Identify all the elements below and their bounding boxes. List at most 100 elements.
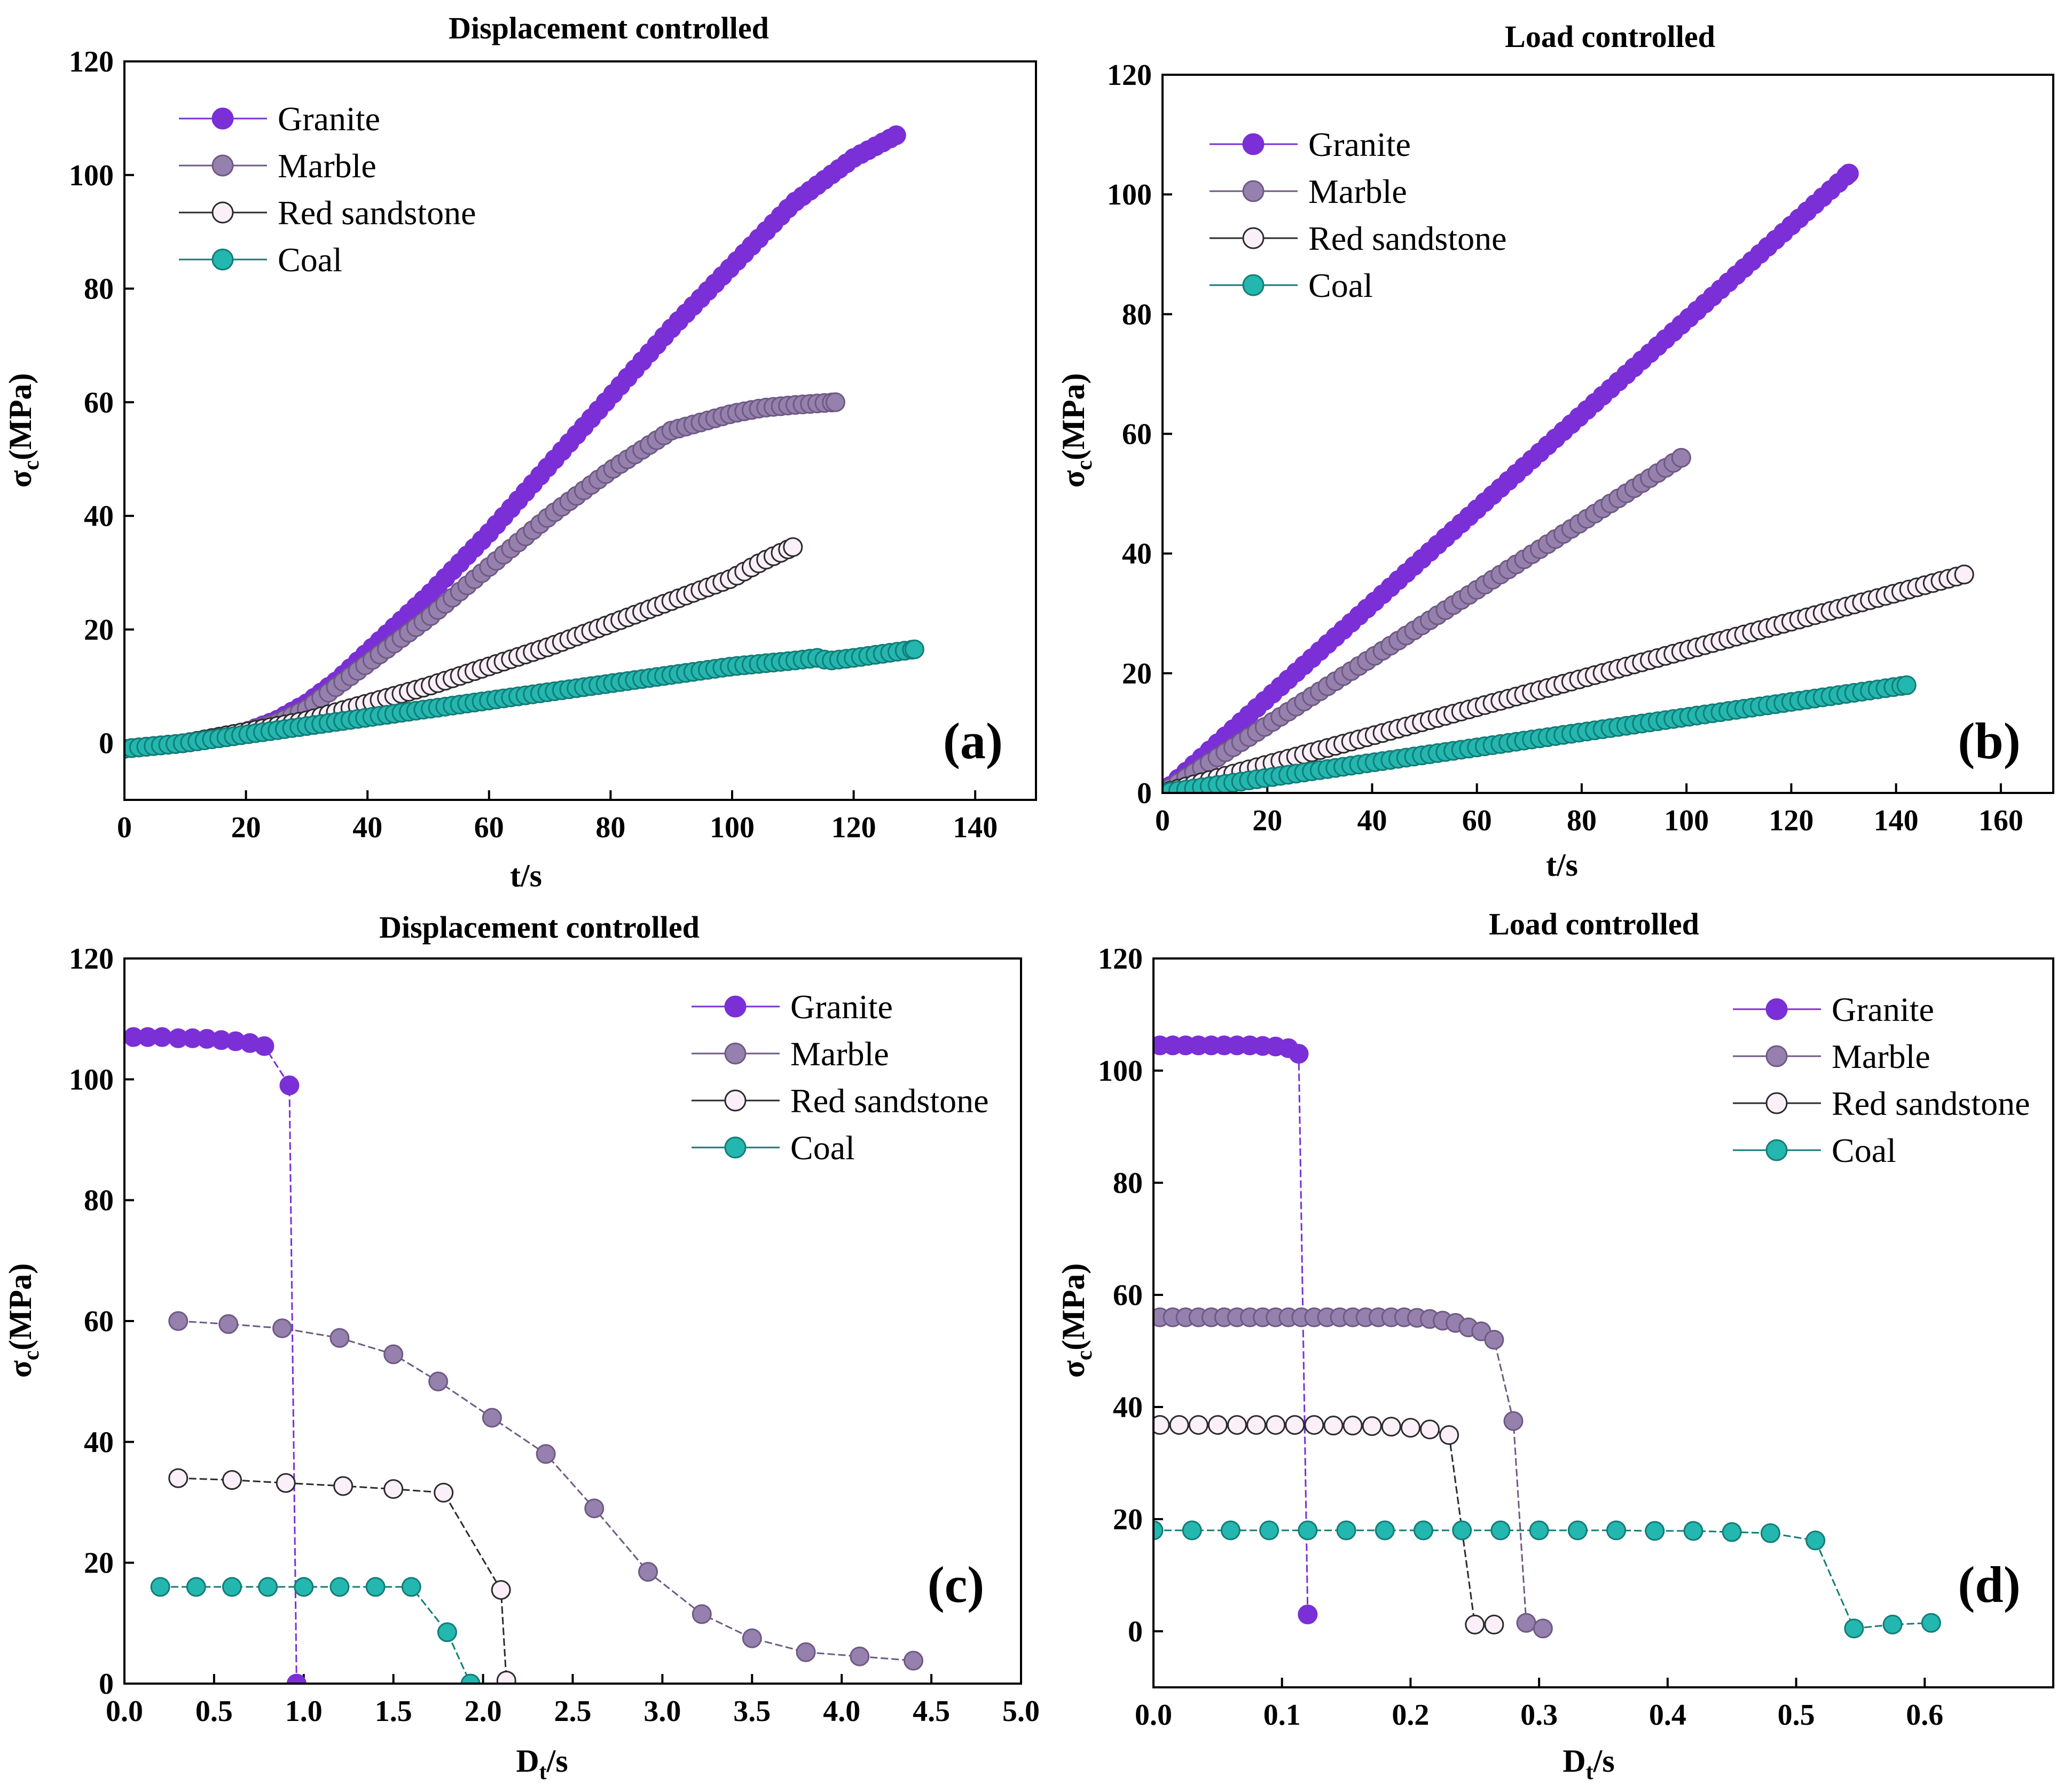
x-tick-label: 0.0 <box>106 1695 143 1728</box>
chart-title: Displacement controlled <box>379 910 700 945</box>
data-point-marble <box>1503 1411 1524 1431</box>
y-tick-label: 100 <box>1098 1055 1143 1088</box>
data-point-coal <box>1153 1520 1164 1541</box>
y-tick-label: 80 <box>1122 298 1152 331</box>
data-point-marble <box>638 1562 658 1582</box>
data-point-coal <box>1567 1520 1588 1541</box>
data-point-red-sandstone <box>1246 1415 1267 1435</box>
data-point-granite <box>886 125 906 145</box>
y-tick-label: 0 <box>1128 1615 1143 1648</box>
legend-label: Marble <box>1308 172 1407 210</box>
data-point-marble <box>1516 1613 1536 1633</box>
plot-frame <box>123 60 1037 801</box>
data-point-marble <box>1484 1330 1504 1350</box>
legend-label: Coal <box>1308 266 1373 304</box>
panel-label: (c) <box>928 1556 985 1613</box>
data-point-coal <box>1896 675 1917 695</box>
y-axis-label: σc(MPa) <box>1056 1263 1097 1378</box>
data-point-marble <box>742 1628 762 1648</box>
panel-label: (d) <box>1958 1556 2020 1613</box>
series-line-coal <box>160 1586 472 1684</box>
data-point-red-sandstone <box>333 1476 354 1496</box>
data-point-marble <box>168 1311 189 1331</box>
x-tick-label: 3.5 <box>733 1695 771 1728</box>
data-point-coal <box>1490 1520 1511 1541</box>
data-point-red-sandstone <box>1227 1415 1247 1435</box>
data-point-red-sandstone <box>1207 1415 1228 1435</box>
y-tick-label: 0 <box>99 1668 114 1701</box>
data-point-red-sandstone <box>276 1473 296 1493</box>
x-tick-label: 0.5 <box>1778 1699 1815 1732</box>
y-tick-label: 120 <box>69 45 114 78</box>
x-tick-label: 1.0 <box>285 1695 323 1728</box>
data-point-red-sandstone <box>1285 1415 1305 1435</box>
x-tick-label: 0.1 <box>1263 1699 1301 1732</box>
legend-marker <box>211 201 234 224</box>
legend-label: Marble <box>1832 1038 1930 1075</box>
x-tick-label: 120 <box>831 811 876 844</box>
data-point-marble <box>428 1371 449 1392</box>
legend-marker <box>211 248 234 271</box>
legend-marker <box>1242 133 1265 155</box>
y-tick-label: 0 <box>99 727 114 760</box>
x-tick-label: 0.6 <box>1906 1699 1943 1732</box>
x-tick-label: 60 <box>474 811 504 844</box>
data-point-red-sandstone <box>491 1580 511 1600</box>
legend-marker <box>724 1136 747 1159</box>
series-line-marble <box>1160 1316 1543 1630</box>
x-axis-label: t/s <box>1546 847 1578 883</box>
data-point-coal <box>401 1577 421 1597</box>
y-tick-label: 100 <box>1107 178 1152 211</box>
data-point-coal <box>186 1577 206 1597</box>
data-point-coal <box>904 639 924 659</box>
legend-marker <box>1765 1092 1788 1114</box>
legend-marker <box>1242 227 1265 249</box>
y-tick-label: 20 <box>84 1547 114 1580</box>
data-point-coal <box>1375 1520 1395 1541</box>
data-point-red-sandstone <box>168 1468 189 1488</box>
y-tick-label: 20 <box>1122 657 1152 690</box>
x-axis-label: Dt/s <box>516 1743 568 1785</box>
data-point-coal <box>258 1577 278 1597</box>
legend: Granite Marble Red sandstone Coal <box>1210 125 1507 304</box>
x-axis-label: t/s <box>510 858 542 893</box>
x-tick-label: 0.0 <box>1135 1699 1172 1732</box>
data-point-coal <box>294 1577 314 1597</box>
data-point-red-sandstone <box>1420 1419 1440 1440</box>
x-axis-label: Dt/s <box>1563 1743 1614 1785</box>
data-point-marble <box>536 1444 556 1464</box>
data-point-marble <box>584 1498 604 1519</box>
data-point-coal <box>1921 1613 1941 1633</box>
data-point-red-sandstone <box>1484 1614 1504 1634</box>
data-point-marble <box>329 1328 350 1348</box>
y-tick-label: 80 <box>84 1184 114 1217</box>
x-tick-label: 0 <box>117 811 132 844</box>
data-point-red-sandstone <box>1304 1415 1324 1435</box>
plot-area <box>1153 1035 1941 1639</box>
data-point-red-sandstone <box>1362 1416 1382 1436</box>
data-point-marble <box>383 1344 404 1364</box>
legend-marker <box>724 995 747 1018</box>
data-point-marble <box>1671 447 1691 468</box>
data-point-red-sandstone <box>1153 1415 1170 1435</box>
y-tick-label: 100 <box>69 159 114 192</box>
x-tick-label: 0.2 <box>1392 1699 1429 1732</box>
data-point-red-sandstone <box>1188 1415 1208 1435</box>
data-point-red-sandstone <box>1465 1614 1485 1634</box>
data-point-granite <box>1839 163 1859 184</box>
y-tick-label: 120 <box>69 942 114 976</box>
data-point-marble <box>218 1314 239 1334</box>
data-point-coal <box>1683 1521 1703 1541</box>
data-point-red-sandstone <box>783 537 803 557</box>
data-point-coal <box>1805 1530 1826 1551</box>
legend-label: Granite <box>278 100 380 138</box>
legend-label: Red sandstone <box>1308 219 1507 257</box>
y-tick-label: 60 <box>1122 418 1152 451</box>
x-tick-label: 2.0 <box>465 1695 502 1728</box>
data-point-coal <box>329 1577 350 1597</box>
legend: Granite Marble Red sandstone Coal <box>179 100 476 279</box>
x-tick-label: 5.0 <box>1002 1695 1040 1728</box>
x-tick-label: 0.4 <box>1649 1699 1686 1732</box>
plot-area <box>1163 163 1974 793</box>
